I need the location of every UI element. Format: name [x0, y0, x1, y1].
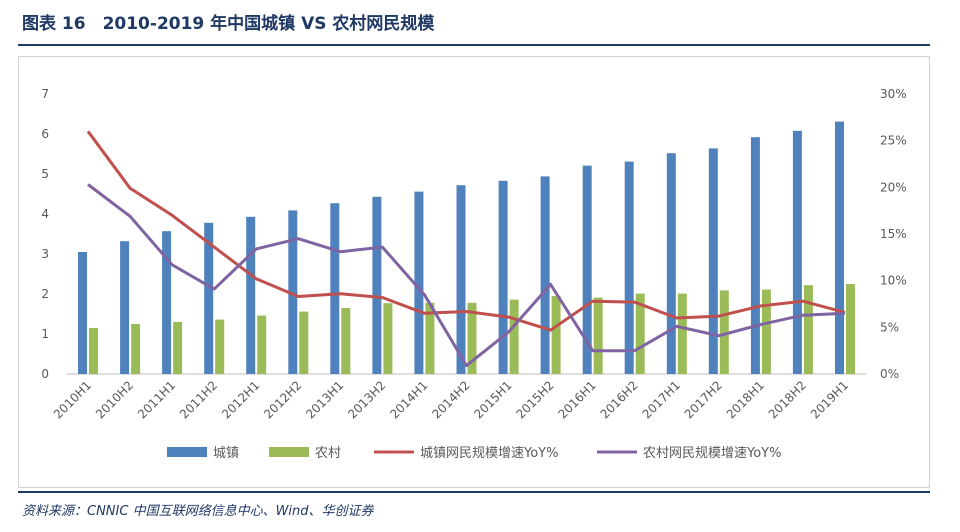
rural-growth-line: [87, 183, 846, 368]
urban-bar: [540, 176, 550, 374]
urban-bar: [835, 121, 844, 374]
legend-rural-growth-label: 农村网民规模增速YoY%: [643, 446, 781, 461]
footer-rule: [18, 491, 930, 493]
left-axis-tick-label: 1: [41, 327, 49, 341]
rural-bar: [509, 299, 519, 374]
rural-bar: [803, 285, 813, 374]
urban-growth-line: [86, 130, 846, 332]
figure-title: 图表 16 2010-2019 年中国城镇 VS 农村网民规模: [22, 14, 435, 34]
x-axis-tick-label: 2012H2: [261, 378, 304, 421]
x-axis-tick-label: 2016H2: [598, 378, 641, 421]
rural-bar: [131, 324, 141, 374]
x-axis-tick-label: 2015H1: [471, 378, 514, 421]
urban-bar: [120, 241, 130, 374]
x-axis-tick-label: 2012H1: [219, 378, 262, 421]
left-axis-tick-label: 3: [41, 247, 49, 261]
urban-bar: [288, 210, 298, 374]
left-axis-tick-label: 7: [41, 87, 49, 101]
x-axis-tick-label: 2014H1: [387, 378, 430, 421]
urban-bar: [456, 185, 466, 374]
right-axis-tick-label: 25%: [880, 134, 907, 148]
right-axis-tick-label: 0%: [880, 367, 899, 381]
rural-bar: [761, 289, 771, 374]
combo-chart: 012345670%5%10%15%20%25%30%2010H12010H22…: [41, 87, 907, 461]
x-axis-tick-label: 2018H2: [766, 378, 809, 421]
urban-bar: [204, 222, 214, 374]
x-axis-tick-label: 2011H2: [177, 378, 220, 421]
urban-bar: [162, 231, 172, 374]
x-axis-tick-label: 2017H1: [640, 378, 683, 421]
rural-bar: [467, 302, 477, 374]
urban-bar: [330, 203, 340, 374]
legend-urban-label: 城镇: [213, 446, 239, 461]
right-axis-tick-label: 5%: [880, 320, 899, 334]
x-axis-tick-label: 2018H1: [724, 378, 767, 421]
rural-bar: [173, 322, 183, 374]
left-axis-tick-label: 0: [41, 367, 49, 381]
x-axis-tick-label: 2013H2: [345, 378, 388, 421]
x-axis-tick-label: 2017H2: [682, 378, 725, 421]
urban-bar: [582, 165, 592, 374]
legend-urban-swatch: [167, 447, 207, 457]
urban-bar: [750, 137, 760, 374]
rural-bar: [341, 308, 351, 374]
title-rule: [18, 44, 930, 46]
legend-urban-growth-label: 城镇网民规模增速YoY%: [420, 446, 558, 461]
rural-bar: [551, 296, 561, 374]
urban-bar: [246, 216, 256, 374]
rural-bar: [677, 293, 687, 374]
rural-bar: [383, 303, 393, 374]
urban-bar: [372, 196, 382, 374]
rural-bar: [215, 319, 225, 374]
x-axis-tick-label: 2010H2: [93, 378, 136, 421]
rural-bar: [425, 302, 435, 374]
rural-bar: [593, 297, 603, 374]
urban-bar: [666, 153, 676, 374]
rural-bar: [635, 293, 645, 374]
urban-bar: [792, 130, 802, 374]
urban-bar: [708, 148, 718, 374]
rural-bar: [719, 290, 729, 374]
chart-frame: 0 1 2 3 4 5 6 7 0% 5% 10% 15% 20% 25% 30% 2010H1 2010H2 2…: [18, 56, 930, 488]
x-axis-tick-label: 2011H1: [135, 378, 178, 421]
rural-bar: [299, 311, 309, 374]
legend-rural-swatch: [269, 447, 309, 457]
x-axis-tick-label: 2019H1: [808, 378, 851, 421]
urban-bar: [498, 180, 508, 374]
right-axis-tick-label: 10%: [880, 274, 907, 288]
right-axis-tick-label: 30%: [880, 87, 907, 101]
left-axis-tick-label: 4: [41, 207, 49, 221]
urban-bar: [78, 252, 87, 374]
x-axis-tick-label: 2014H2: [429, 378, 472, 421]
rural-bar: [89, 328, 98, 374]
x-axis-tick-label: 2015H2: [513, 378, 556, 421]
urban-bar: [624, 161, 634, 374]
left-axis-tick-label: 2: [41, 287, 49, 301]
right-axis-tick-label: 15%: [880, 227, 907, 241]
legend-rural-label: 农村: [315, 446, 341, 461]
rural-bar: [846, 284, 855, 374]
x-axis-tick-label: 2016H1: [556, 378, 599, 421]
x-axis-tick-label: 2010H1: [51, 378, 94, 421]
rural-bar: [257, 315, 267, 374]
left-axis-tick-label: 5: [41, 167, 49, 181]
right-axis-tick-label: 20%: [880, 180, 907, 194]
left-axis-tick-label: 6: [41, 127, 49, 141]
source-note: 资料来源：CNNIC 中国互联网络信息中心、Wind、华创证券: [22, 504, 374, 519]
x-axis-tick-label: 2013H1: [303, 378, 346, 421]
urban-bar: [414, 191, 424, 374]
